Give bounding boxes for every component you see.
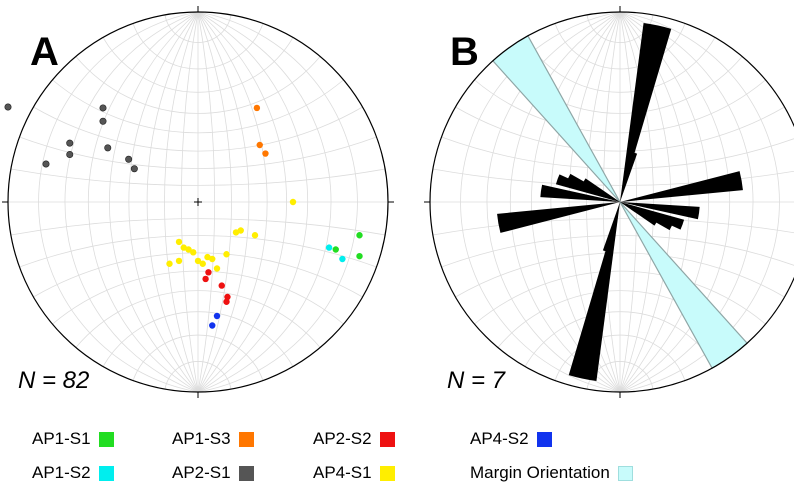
- point-ap4-s1: [232, 229, 240, 236]
- point-ap4-s2: [209, 322, 216, 329]
- point-ap1-s3: [253, 104, 261, 112]
- legend-label-ap1-s2: AP1-S2: [32, 463, 91, 482]
- point-ap4-s1: [289, 198, 297, 206]
- point-ap1-s3: [262, 150, 269, 157]
- legend-swatch-ap1-s1: [98, 431, 114, 447]
- panel-b-rose-diagram: B N = 7: [424, 6, 794, 398]
- point-ap4-s2: [213, 312, 221, 320]
- legend-swatch-ap2-s1: [238, 465, 254, 481]
- legend-label-ap4-s1: AP4-S1: [313, 463, 372, 482]
- legend-item-ap1-s2: AP1-S2: [32, 463, 114, 483]
- panel-a-grid: [8, 11, 388, 393]
- small-circle: [441, 235, 794, 268]
- panel-b-ticks: [424, 6, 621, 398]
- panel-a-ticks: [2, 6, 394, 398]
- legend-item-ap1-s3: AP1-S3: [172, 429, 254, 449]
- point-ap4-s1: [199, 260, 206, 267]
- point-ap2-s2: [202, 275, 209, 283]
- rose-petal: [620, 202, 700, 220]
- point-ap2-s1: [42, 160, 50, 168]
- point-ap4-s1: [166, 260, 173, 267]
- legend-label-margin-orientation: Margin Orientation: [470, 463, 610, 482]
- panel-a-label: A: [30, 30, 59, 74]
- legend: AP1-S1 AP1-S2 AP1-S3 AP2-S1 AP2-S2 AP4-S…: [0, 400, 794, 486]
- legend-swatch-ap1-s2: [98, 465, 114, 481]
- point-ap4-s1: [223, 251, 230, 258]
- small-circle: [441, 136, 794, 169]
- panel-a-n-label: N = 82: [18, 367, 89, 394]
- legend-item-ap4-s2: AP4-S2: [470, 429, 552, 449]
- point-ap2-s1: [125, 155, 133, 163]
- legend-swatch-margin-orientation: [617, 465, 633, 481]
- point-ap4-s1: [180, 244, 187, 251]
- stereonet-figure: A N = 82 B N = 7: [2, 6, 794, 398]
- rose-petal: [602, 202, 620, 253]
- rose-petal: [620, 171, 743, 202]
- point-ap2-s1: [99, 104, 107, 112]
- point-ap2-s1: [104, 144, 112, 152]
- rose-petal: [582, 178, 620, 202]
- point-ap2-s1: [130, 165, 138, 173]
- point-ap2-s2: [205, 269, 212, 276]
- rose-petal: [620, 202, 658, 226]
- legend-label-ap1-s1: AP1-S1: [32, 429, 91, 448]
- legend-label-ap2-s2: AP2-S2: [313, 429, 372, 448]
- panel-b-n-label: N = 7: [447, 367, 507, 394]
- point-ap4-s1: [175, 238, 183, 246]
- legend-swatch-ap2-s2: [379, 431, 395, 447]
- point-ap2-s2: [224, 293, 231, 301]
- legend-label-ap2-s1: AP2-S1: [172, 463, 231, 482]
- point-ap4-s1: [190, 249, 197, 256]
- legend-swatch-ap4-s1: [379, 465, 395, 481]
- point-ap1-s2: [325, 244, 333, 251]
- point-ap2-s1: [66, 139, 74, 147]
- point-ap1-s3: [256, 141, 263, 149]
- legend-swatch-ap4-s2: [536, 431, 552, 447]
- rose-petal: [540, 184, 620, 202]
- legend-label-ap1-s3: AP1-S3: [172, 429, 231, 448]
- legend-swatch-ap1-s3: [238, 431, 254, 447]
- panel-b-label: B: [450, 30, 479, 74]
- point-ap4-s1: [204, 253, 211, 261]
- rose-petal: [620, 202, 685, 230]
- legend-item-ap2-s2: AP2-S2: [313, 429, 395, 449]
- panel-b-petals: [497, 23, 743, 381]
- point-ap2-s1: [99, 117, 107, 125]
- point-ap2-s1: [66, 151, 74, 159]
- point-ap4-s1: [251, 232, 259, 239]
- panel-b-grid: [430, 11, 794, 393]
- point-ap1-s1: [356, 232, 363, 239]
- panel-a-points: [4, 103, 363, 329]
- point-ap4-s1: [175, 257, 183, 265]
- rose-petal: [555, 174, 620, 202]
- point-ap1-s2: [339, 255, 346, 263]
- rose-petal: [620, 151, 638, 202]
- point-ap1-s1: [332, 246, 339, 253]
- legend-item-ap4-s1: AP4-S1: [313, 463, 395, 483]
- point-ap2-s2: [218, 282, 225, 289]
- legend-label-ap4-s2: AP4-S2: [470, 429, 529, 448]
- point-ap4-s1: [194, 257, 202, 265]
- point-ap4-s1: [213, 265, 221, 272]
- point-ap2-s2: [223, 298, 230, 305]
- point-ap2-s1: [4, 103, 12, 111]
- panel-a-stereonet: A N = 82: [2, 6, 394, 398]
- legend-item-ap2-s1: AP2-S1: [172, 463, 254, 483]
- legend-item-ap1-s1: AP1-S1: [32, 429, 114, 449]
- point-ap1-s1: [356, 252, 363, 260]
- legend-item-margin-orientation: Margin Orientation: [470, 463, 633, 483]
- rose-petal: [497, 202, 620, 233]
